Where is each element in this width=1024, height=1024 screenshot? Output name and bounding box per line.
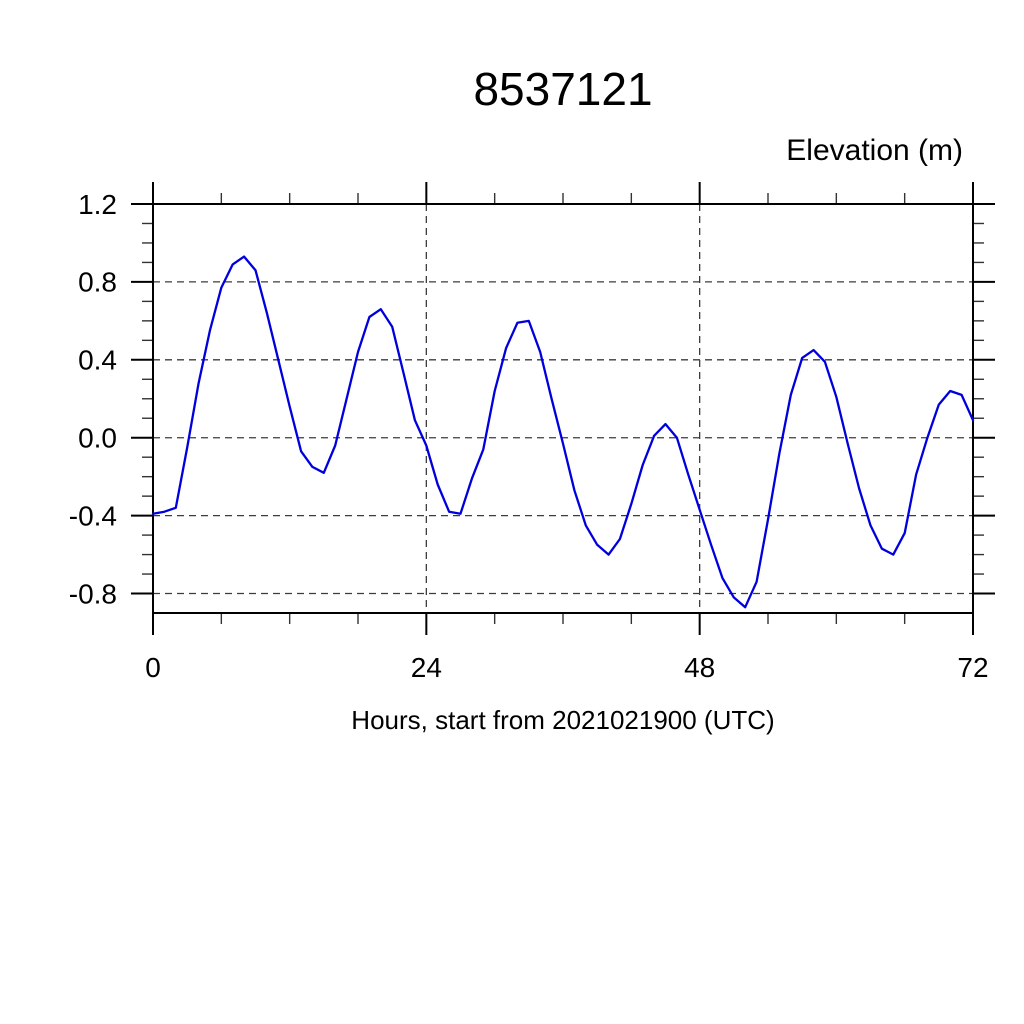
y-tick-label: -0.4 (69, 500, 117, 531)
x-axis-label: Hours, start from 2021021900 (UTC) (351, 705, 775, 735)
y-tick-label: 0.4 (78, 345, 117, 376)
x-tick-label: 48 (684, 652, 715, 683)
y-tick-label: 1.2 (78, 189, 117, 220)
elevation-line (151, 255, 975, 609)
x-tick-label: 0 (145, 652, 161, 683)
chart-title: 8537121 (473, 63, 653, 115)
y-tick-label: 0.0 (78, 423, 117, 454)
y-axis-title: Elevation (m) (786, 134, 963, 167)
y-tick-label: 0.8 (78, 267, 117, 298)
x-tick-label: 24 (411, 652, 442, 683)
plot-frame (152, 203, 974, 614)
x-tick-label: 72 (957, 652, 988, 683)
y-tick-label: -0.8 (69, 578, 117, 609)
